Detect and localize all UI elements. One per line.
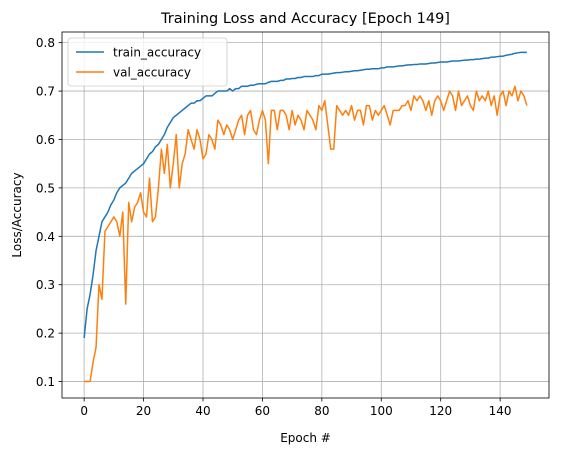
x-tick-label: 80: [314, 404, 329, 418]
x-tick-label: 100: [370, 404, 393, 418]
y-tick-label: 0.5: [36, 181, 55, 195]
legend-box: [67, 37, 228, 87]
legend-label-train-accuracy: train_accuracy: [113, 46, 201, 60]
axis-ticks: 0 20 40 60 80 100 120 140 0.1 0.2 0.3 0.4 0.5 0.6 0.7 0…: [36, 36, 512, 418]
x-tick-label: 0: [80, 404, 88, 418]
x-tick-label: 60: [255, 404, 270, 418]
plot-frame: [61, 31, 550, 399]
legend: train_accuracy val_accuracy: [67, 37, 228, 87]
grid: [62, 32, 549, 398]
y-tick-label: 0.2: [36, 327, 55, 341]
x-tick-label: 140: [489, 404, 512, 418]
series-layer: [83, 51, 528, 383]
y-tick-label: 0.3: [36, 278, 55, 292]
x-tick-label: 40: [195, 404, 210, 418]
x-axis-label: Epoch #: [280, 431, 331, 445]
y-axis-label: Loss/Accuracy: [10, 172, 24, 257]
series-line-val-accuracy: [84, 85, 528, 383]
series-line-train-accuracy: [83, 51, 527, 339]
chart-title: Training Loss and Accuracy [Epoch 149]: [160, 11, 450, 27]
y-tick-label: 0.4: [36, 230, 55, 244]
y-tick-label: 0.6: [36, 133, 55, 147]
y-tick-label: 0.7: [36, 85, 55, 99]
x-tick-label: 120: [429, 404, 452, 418]
y-tick-label: 0.8: [36, 36, 55, 50]
legend-label-val-accuracy: val_accuracy: [113, 66, 191, 80]
y-tick-label: 0.1: [36, 375, 55, 389]
x-tick-label: 20: [136, 404, 151, 418]
